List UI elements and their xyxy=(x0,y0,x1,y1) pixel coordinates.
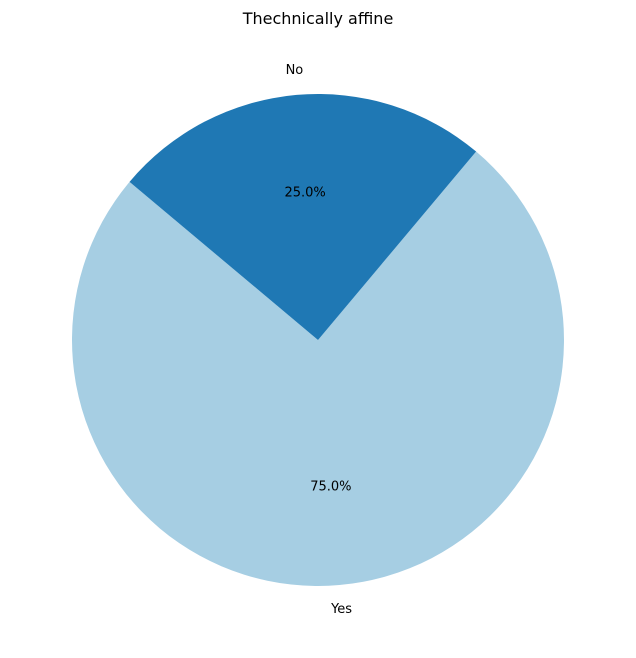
chart-title: Thechnically affine xyxy=(242,9,394,28)
pie-labels: Yes 75.0% No 25.0% xyxy=(284,63,352,617)
pie-slice-yes xyxy=(71,151,564,586)
slice-label-yes: Yes xyxy=(330,602,352,617)
slice-label-no: No xyxy=(286,63,304,78)
pie-slice-no xyxy=(129,93,477,340)
percent-label-yes: 75.0% xyxy=(310,480,351,495)
pie-slices xyxy=(71,93,564,586)
percent-label-no: 25.0% xyxy=(284,185,325,200)
